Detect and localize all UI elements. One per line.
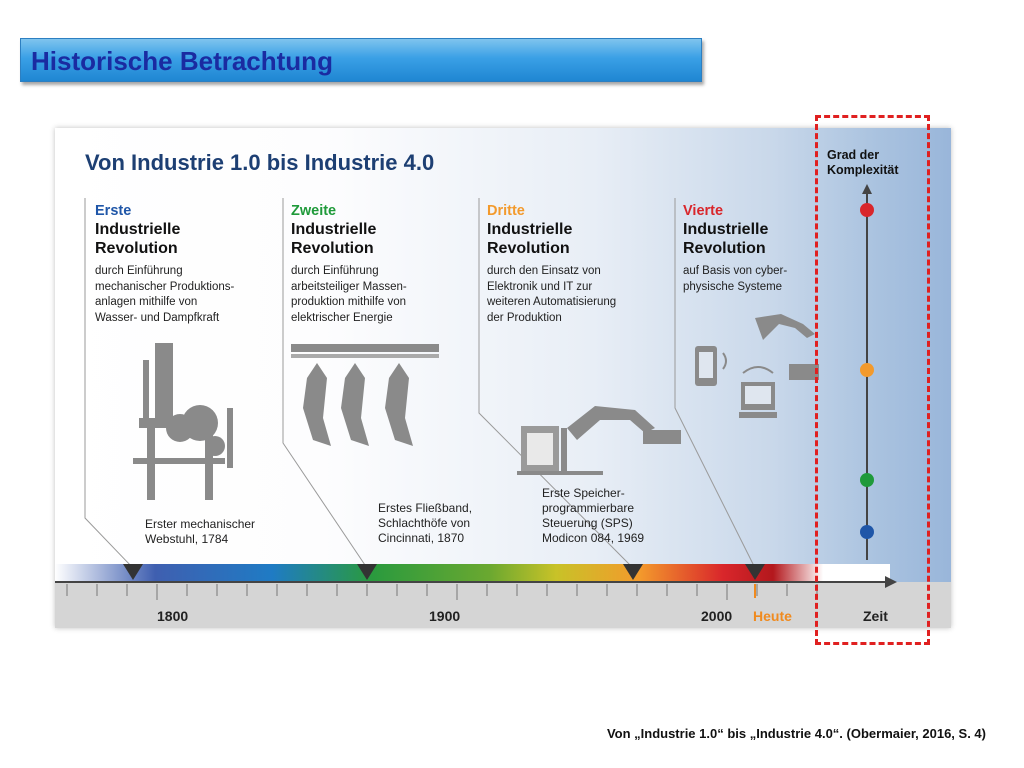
column-separators [84,198,756,569]
revolution-3-ordinal: Dritte [487,203,525,219]
revolution-2-description: durch Einführung arbeitsteiliger Massen-… [291,265,407,324]
revolution-4-ordinal: Vierte [683,203,724,219]
timeline-ticks [66,584,818,600]
timeline-axis-background [55,582,951,628]
industry-timeline-figure: Von Industrie 1.0 bis Industrie 4.0 Erst… [55,128,951,628]
complexity-label: Grad der Komplexität [827,148,899,177]
complexity-point-1 [860,525,874,539]
revolution-3-description: durch den Einsatz von Elektronik und IT … [487,265,617,324]
revolution-3-name: Industrielle Revolution [487,221,573,257]
today-label: Heute [753,608,792,624]
revolution-4: Vierte Industrielle Revolution auf Basis… [683,202,863,295]
year-1800: 1800 [157,608,189,624]
complexity-point-2 [860,473,874,487]
year-1900: 1900 [429,608,461,624]
revolution-4-description: auf Basis von cyber- physische Systeme [683,265,788,293]
timeline-axis [55,184,897,600]
revolution-1-ordinal: Erste [95,203,132,219]
revolution-3: Dritte Industrielle Revolution durch den… [487,202,667,326]
complexity-point-3 [860,363,874,377]
illustrations [133,314,819,500]
milestone-4-marker [745,564,765,580]
conveyor-belt-icon [291,344,439,446]
mechanical-loom-icon [133,343,233,500]
milestone-3-marker [623,564,643,580]
slide-title-bar: Historische Betrachtung [20,38,702,82]
revolution-2-name: Industrielle Revolution [291,221,377,257]
revolution-2-ordinal: Zweite [291,203,337,219]
figure-title: Von Industrie 1.0 bis Industrie 4.0 [85,150,435,175]
plc-robot-arm-icon [517,406,681,475]
milestone-2: Erstes Fließband, Schlachthöfe von Cinci… [378,501,473,545]
revolution-1-name: Industrielle Revolution [95,221,181,257]
time-axis-label: Zeit [863,608,888,624]
revolution-4-name: Industrielle Revolution [683,221,769,257]
revolution-2: Zweite Industrielle Revolution durch Ein… [291,202,471,326]
complexity-point-4 [860,203,874,217]
revolution-1-description: durch Einführung mechanischer Produktion… [95,265,235,324]
source-caption: Von „Industrie 1.0“ bis „Industrie 4.0“.… [606,726,986,741]
revolution-1: Erste Industrielle Revolution durch Einf… [95,202,275,326]
year-2000: 2000 [701,608,733,624]
milestone-3: Erste Speicher- programmierbare Steuerun… [542,486,645,545]
slide-title: Historische Betrachtung [31,46,333,76]
milestone-1: Erster mechanischer Webstuhl, 1784 [145,517,256,546]
milestone-2-marker [357,564,377,580]
milestone-1-marker [123,564,143,580]
complexity-highlight-box [815,115,930,645]
cyber-physical-devices-icon [695,314,819,418]
